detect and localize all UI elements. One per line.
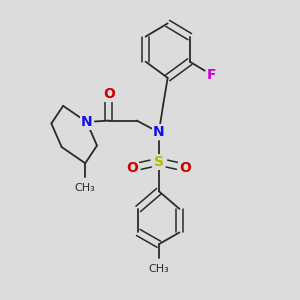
Text: O: O [103,87,115,101]
Text: N: N [81,115,92,129]
Text: N: N [153,125,165,139]
Text: CH₃: CH₃ [148,264,169,274]
Text: CH₃: CH₃ [75,183,96,193]
Text: O: O [179,161,191,175]
Text: O: O [126,161,138,175]
Text: F: F [207,68,217,82]
Text: S: S [154,155,164,169]
